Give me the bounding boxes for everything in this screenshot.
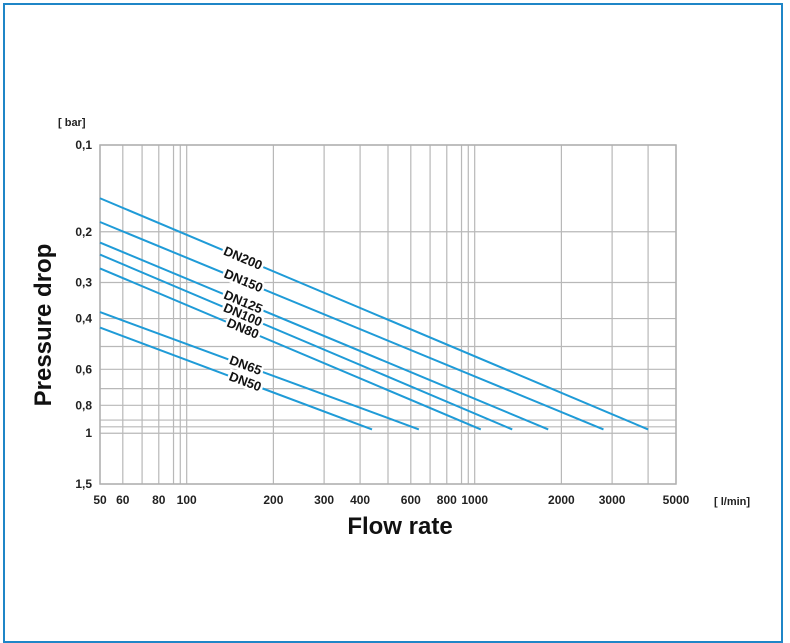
series-line-dn65 [99,311,420,431]
x-tick-label-400: 400 [350,493,370,507]
series-line-dn80 [99,267,482,431]
series-line-dn125 [99,241,549,431]
x-tick-label-60: 60 [116,493,130,507]
plot-border [99,144,677,485]
y-tick-label-1-5: 1,5 [75,477,92,491]
y-unit-label: [ bar] [58,117,86,129]
x-tick-label-3000: 3000 [599,493,626,507]
x-tick-label-300: 300 [314,493,334,507]
x-axis-title: Flow rate [347,513,452,540]
y-tick-labels: 0,1 0,2 0,3 0,4 0,6 0,8 1 1,5 [75,138,92,491]
y-tick-label-0-2: 0,2 [75,225,92,239]
y-tick-label-1: 1 [85,426,92,440]
x-tick-label-50: 50 [93,493,107,507]
series-line-dn50 [99,326,373,431]
x-unit-label: [ l/min] [714,496,750,508]
x-tick-label-600: 600 [401,493,421,507]
y-tick-label-0-8: 0,8 [75,398,92,412]
x-tick-label-800: 800 [437,493,457,507]
x-tick-label-1000: 1000 [461,493,488,507]
series-line-dn200 [99,197,649,431]
x-tick-label-80: 80 [152,493,166,507]
x-tick-label-200: 200 [263,493,283,507]
x-tick-label-5000: 5000 [663,493,690,507]
y-axis-title: Pressure drop [30,244,57,407]
series-lines [99,197,649,431]
series-line-dn150 [99,221,604,431]
y-tick-label-0-6: 0,6 [75,362,92,376]
y-tick-label-0-1: 0,1 [75,138,92,152]
y-tick-label-0-3: 0,3 [75,276,92,290]
series-line-dn100 [99,253,513,431]
x-tick-labels: 50 60 80 100 200 300 400 600 800 1000 2000 3000 5000 [93,493,689,507]
x-tick-label-100: 100 [177,493,197,507]
y-tick-label-0-4: 0,4 [75,312,92,326]
x-tick-label-2000: 2000 [548,493,575,507]
